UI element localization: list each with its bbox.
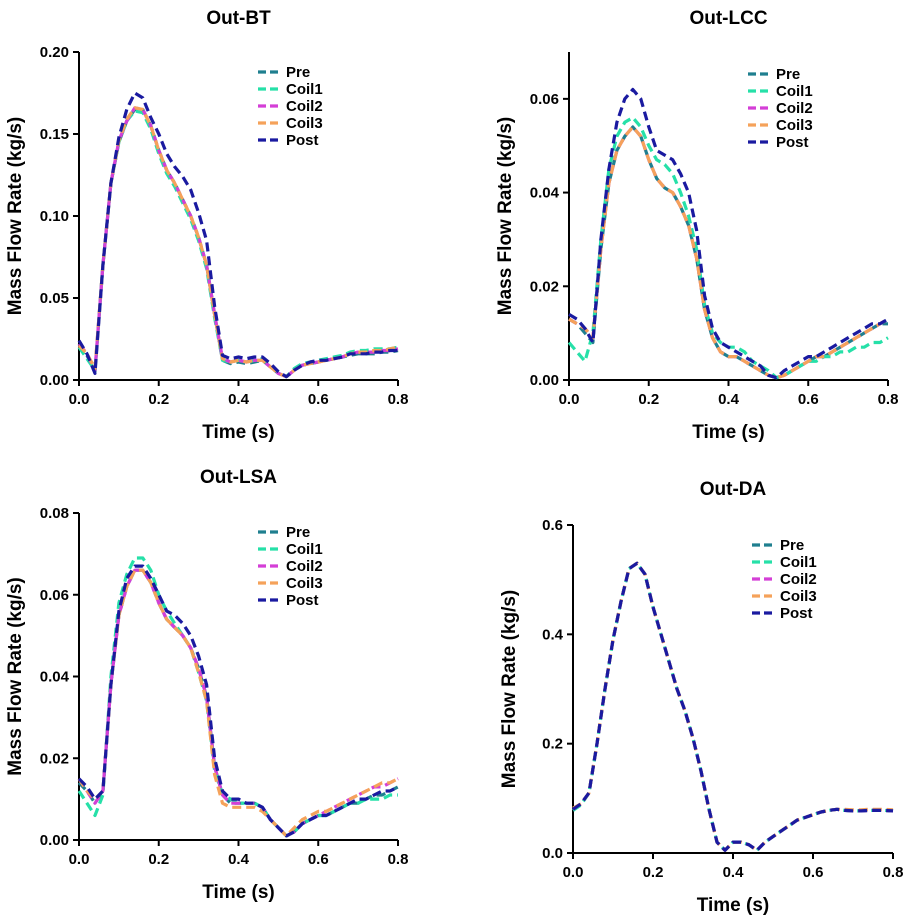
y-tick-label: 0.05 (40, 290, 69, 307)
series-line-pre (568, 125, 888, 380)
legend-label-coil2: Coil2 (286, 98, 323, 115)
legend-label-coil1: Coil1 (776, 83, 813, 100)
y-tick-label: 0.08 (40, 505, 69, 522)
x-tick-label: 0.6 (803, 864, 824, 881)
legend-label-coil1: Coil1 (286, 541, 323, 558)
y-tick-label: 0.6 (542, 517, 563, 534)
legend-label-coil1: Coil1 (780, 554, 817, 571)
legend-label-coil3: Coil3 (286, 115, 323, 132)
x-tick-label: 0.2 (638, 391, 659, 408)
x-tick-label: 0.2 (643, 864, 664, 881)
series-line-pre (77, 568, 399, 838)
series-line-coil3 (568, 125, 889, 380)
series-line-post (77, 564, 399, 838)
y-axis-label: Mass Flow Rate (kg/s) (5, 117, 26, 316)
x-tick-label: 0.0 (69, 851, 90, 868)
legend-label-post: Post (286, 592, 319, 609)
legend-label-coil2: Coil2 (780, 571, 817, 588)
series-line-post (77, 91, 398, 379)
x-tick-label: 0.8 (388, 391, 409, 408)
x-tick-label: 0.4 (228, 851, 250, 868)
y-tick-label: 0.00 (530, 372, 559, 389)
legend-label-coil3: Coil3 (780, 588, 817, 605)
series-line-coil2 (77, 568, 399, 838)
chart-title: Out-LSA (200, 467, 277, 488)
x-axis-label: Time (s) (697, 895, 770, 916)
chart-title: Out-LCC (689, 8, 767, 29)
series-line-post (572, 561, 894, 852)
x-axis-label: Time (s) (692, 422, 765, 443)
x-tick-label: 0.0 (559, 391, 580, 408)
y-axis-label: Mass Flow Rate (kg/s) (495, 117, 516, 316)
legend-label-pre: Pre (286, 64, 310, 81)
y-tick-label: 0.15 (40, 126, 69, 143)
legend-label-post: Post (776, 134, 809, 151)
y-tick-label: 0.02 (40, 750, 69, 767)
y-tick-label: 0.4 (542, 626, 564, 643)
legend-label-pre: Pre (776, 66, 800, 83)
y-tick-label: 0.00 (40, 832, 69, 849)
y-tick-label: 0.02 (530, 278, 559, 295)
x-tick-label: 0.8 (878, 391, 899, 408)
legend-label-coil3: Coil3 (776, 117, 813, 134)
series-line-coil2 (568, 125, 889, 380)
legend-label-coil2: Coil2 (776, 100, 813, 117)
x-tick-label: 0.6 (798, 391, 819, 408)
chart-panel-3: Out-DA 0.0 0.2 0.4 0.6 0.8 0.0 0.2 0.4 0.6 Time (s… (499, 479, 903, 916)
x-axis-label: Time (s) (202, 882, 275, 903)
x-tick-label: 0.4 (228, 391, 250, 408)
series-line-coil2 (77, 106, 399, 379)
x-tick-label: 0.0 (69, 391, 90, 408)
y-tick-label: 0.0 (542, 845, 563, 862)
y-tick-label: 0.00 (40, 372, 69, 389)
y-axis-label: Mass Flow Rate (kg/s) (5, 577, 26, 776)
x-tick-label: 0.4 (723, 864, 745, 881)
x-tick-label: 0.6 (308, 851, 329, 868)
y-tick-label: 0.04 (40, 669, 70, 686)
y-axis-label: Mass Flow Rate (kg/s) (499, 590, 520, 789)
x-tick-label: 0.4 (718, 391, 740, 408)
x-tick-label: 0.6 (308, 391, 329, 408)
x-tick-label: 0.2 (148, 391, 169, 408)
legend-label-pre: Pre (780, 537, 804, 554)
x-tick-label: 0.0 (563, 864, 584, 881)
legend-label-pre: Pre (286, 524, 310, 541)
legend-label-coil2: Coil2 (286, 558, 323, 575)
legend-label-coil1: Coil1 (286, 81, 323, 98)
series-line-coil1 (77, 556, 398, 838)
x-tick-label: 0.2 (148, 851, 169, 868)
chart-panel-2: Out-LSA 0.0 0.2 0.4 0.6 0.8 0.00 0.02 0.04 0.06 0.… (5, 467, 408, 903)
y-tick-label: 0.20 (40, 44, 69, 61)
x-axis-label: Time (s) (202, 422, 275, 443)
chart-title: Out-DA (700, 479, 767, 500)
chart-title: Out-BT (206, 8, 271, 29)
y-tick-label: 0.10 (40, 208, 69, 225)
series-line-coil3 (77, 568, 399, 838)
series-line-coil1 (77, 109, 399, 379)
x-tick-label: 0.8 (388, 851, 409, 868)
legend-label-post: Post (780, 605, 813, 622)
series-line-pre (77, 107, 399, 379)
y-tick-label: 0.04 (530, 185, 560, 202)
series-line-coil3 (77, 106, 399, 379)
x-tick-label: 0.8 (883, 864, 904, 881)
y-tick-label: 0.06 (530, 91, 559, 108)
chart-panel-1: Out-LCC 0.0 0.2 0.4 0.6 0.8 0.00 0.02 0.04 0.06 Ti… (495, 8, 898, 443)
chart-panel-0: Out-BT 0.0 0.2 0.4 0.6 0.8 0.00 0.05 0.10 0.15 0.2… (5, 8, 408, 443)
series-line-post (568, 87, 889, 380)
legend-label-coil3: Coil3 (286, 575, 323, 592)
y-tick-label: 0.2 (542, 736, 563, 753)
legend-label-post: Post (286, 132, 319, 149)
y-tick-label: 0.06 (40, 587, 69, 604)
